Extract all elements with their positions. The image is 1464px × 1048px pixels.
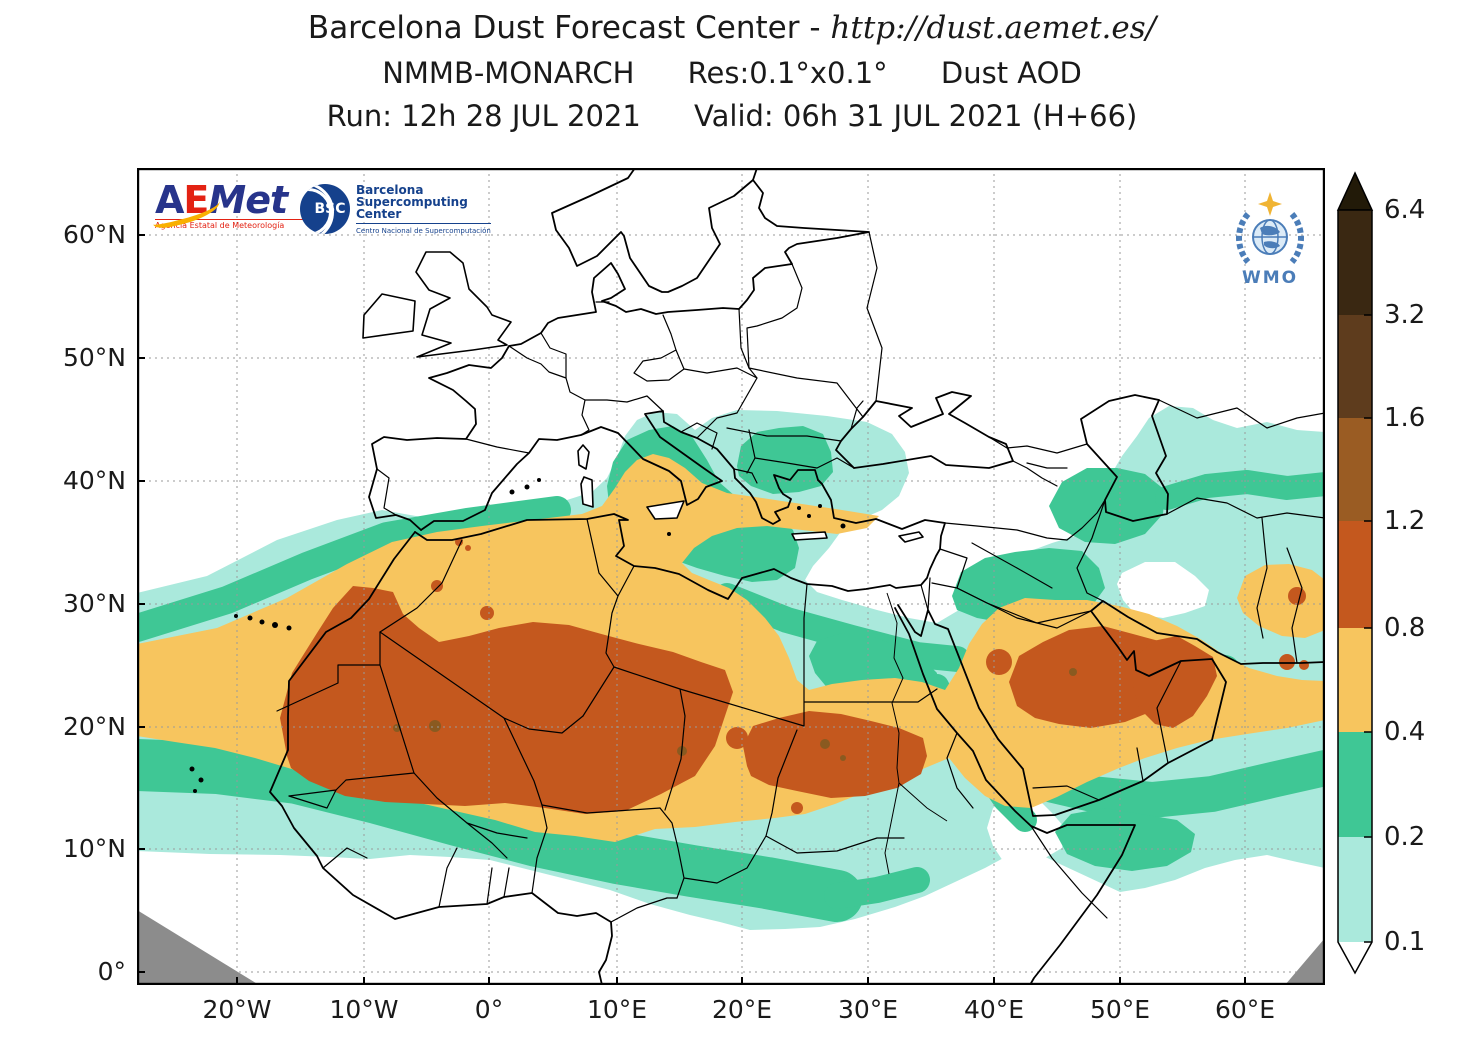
lon-tick-40e: 40°E [963, 995, 1025, 1024]
wmo-logo: WMO [1228, 192, 1312, 288]
dust-layer-aod-1.2 [393, 668, 1077, 761]
gridlines [137, 168, 1325, 985]
aod-colorbar [1336, 167, 1380, 987]
lat-tick-30n: 30°N [62, 589, 126, 618]
page-title: Barcelona Dust Forecast Center - http://… [0, 10, 1464, 46]
run-valid-line: Run: 12h 28 JUL 2021 Valid: 06h 31 JUL 2… [0, 99, 1464, 133]
rivers [884, 592, 948, 875]
cbar-label-0.1: 0.1 [1384, 927, 1426, 957]
cbar-label-0.8: 0.8 [1384, 613, 1426, 643]
lat-tick-10n: 10°N [62, 834, 126, 863]
model-name: NMMB-MONARCH [382, 56, 635, 90]
lon-tick-10w: 10°W [329, 995, 399, 1024]
lat-tick-50n: 50°N [62, 343, 126, 372]
lon-tick-60e: 60°E [1214, 995, 1276, 1024]
title-main: Barcelona Dust Forecast Center [307, 10, 800, 46]
lat-tick-0: 0° [97, 957, 126, 986]
aemet-logo: AEMet Agencia Estatal de Meteorología [149, 181, 305, 232]
country-borders [276, 231, 1325, 923]
cbar-label-6.4: 6.4 [1384, 195, 1426, 225]
wmo-emblem-icon [1236, 192, 1304, 264]
cbar-label-0.4: 0.4 [1384, 717, 1426, 747]
aemet-letter-a: A [155, 178, 184, 222]
bsc-logo: BSC Barcelona Supercomputing Center Cent… [300, 184, 491, 237]
title-separator: - [799, 10, 831, 46]
aemet-subtitle: Agencia Estatal de Meteorología [155, 219, 305, 230]
lat-tick-60n: 60°N [62, 220, 126, 249]
run-time: Run: 12h 28 JUL 2021 [326, 99, 641, 133]
variable-name: Dust AOD [940, 56, 1082, 90]
subtitle-model-line: NMMB-MONARCH Res:0.1°x0.1° Dust AOD [0, 56, 1464, 90]
title-url: http://dust.aemet.es/ [830, 10, 1157, 46]
bsc-subtitle: Centro Nacional de Supercomputación [356, 223, 491, 237]
dust-layer-aod-0.8 [280, 538, 1309, 814]
map-frame [137, 168, 1325, 985]
lat-tick-20n: 20°N [62, 712, 126, 741]
lon-tick-20e: 20°E [711, 995, 773, 1024]
bsc-globe-icon: BSC [300, 184, 350, 234]
bsc-name-line2: Supercomputing [356, 195, 468, 209]
lon-tick-50e: 50°E [1089, 995, 1151, 1024]
bsc-name-line3: Center [356, 207, 402, 221]
cbar-label-3.2: 3.2 [1384, 300, 1426, 330]
lon-tick-10e: 10°E [586, 995, 648, 1024]
map-canvas [137, 168, 1325, 985]
projection-corner-masks [137, 910, 1325, 985]
forecast-map [137, 168, 1325, 985]
wmo-acronym: WMO [1241, 268, 1299, 288]
model-resolution: Res:0.1°x0.1° [687, 56, 888, 90]
cbar-label-0.2: 0.2 [1384, 822, 1426, 852]
aemet-letters-met: Met [208, 178, 288, 222]
lon-tick-30e: 30°E [837, 995, 899, 1024]
bsc-name-line1: Barcelona [356, 183, 424, 197]
aemet-letter-e: E [183, 178, 209, 222]
lon-tick-0: 0° [474, 995, 504, 1024]
cbar-label-1.6: 1.6 [1384, 403, 1426, 433]
bsc-acronym: BSC [314, 201, 346, 217]
lon-tick-20w: 20°W [202, 995, 272, 1024]
lat-tick-40n: 40°N [62, 466, 126, 495]
coastlines [189, 168, 1325, 985]
valid-time: Valid: 06h 31 JUL 2021 (H+66) [694, 99, 1138, 133]
aod-colorbar-svg [1336, 171, 1374, 975]
cbar-label-1.2: 1.2 [1384, 506, 1426, 536]
